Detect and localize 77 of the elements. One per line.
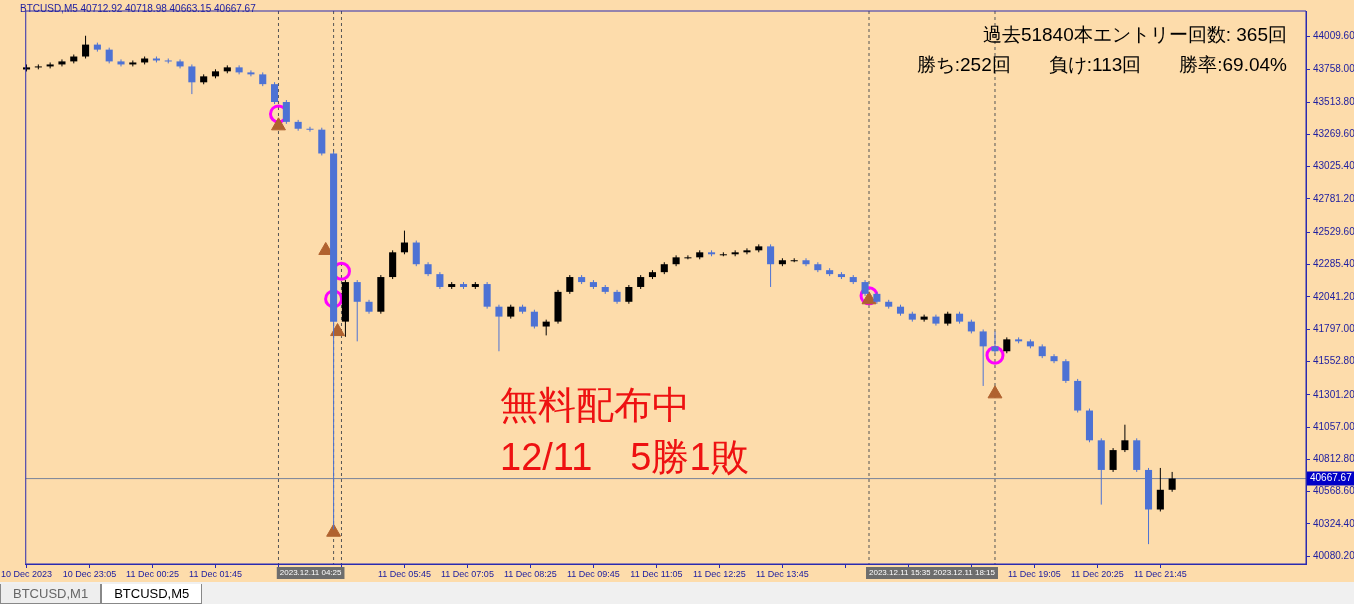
- x-tick-label: 11 Dec 11:05: [630, 568, 683, 579]
- y-tick-label: 43513.80: [1313, 95, 1354, 107]
- y-tick-label: 42041.20: [1313, 290, 1354, 302]
- point: [987, 385, 1003, 399]
- x-tick-label: 11 Dec 07:05: [441, 568, 494, 579]
- y-tick-label: 40324.40: [1313, 517, 1354, 529]
- y-tick-label: 43269.60: [1313, 128, 1354, 140]
- candlestick: [991, 330, 999, 354]
- candlestick: [530, 309, 538, 330]
- ref-line-label: 2023.12.11 15:35: [869, 568, 932, 578]
- x-tick-label: 10 Dec 2023: [1, 568, 53, 579]
- y-tick-label: 44009.60: [1313, 30, 1354, 42]
- candlestick: [979, 328, 987, 387]
- candlestick: [1109, 447, 1117, 473]
- chart-title: BTCUSD,M5 40712.92 40718.98 40663.15 40667.67: [20, 3, 256, 14]
- candlestick: [247, 69, 255, 77]
- point: [985, 345, 1005, 365]
- x-tick-label: 10 Dec 23:05: [62, 568, 117, 579]
- x-tick-label: 11 Dec 13:45: [755, 568, 809, 579]
- x-tick-label: 11 Dec 21:45: [1133, 568, 1187, 579]
- y-tick-label: 41797.00: [1313, 322, 1354, 334]
- ref-line-label: 40667.67: [1310, 472, 1353, 484]
- ref-line-label: 2023.12.11 18:15: [933, 568, 996, 578]
- candlestick: [271, 81, 279, 105]
- annotation: 無料配布中: [500, 383, 690, 428]
- x-tick-label: 11 Dec 19:05: [1007, 568, 1061, 579]
- y-tick-label: 42529.60: [1313, 226, 1354, 237]
- annotation: 勝ち:252回 負け:113回 勝率:69.04%: [916, 53, 1287, 77]
- y-tick-label: 42285.40: [1313, 258, 1354, 270]
- candlestick: [1121, 424, 1129, 453]
- candlestick: [802, 257, 810, 267]
- candlestick: [920, 314, 928, 323]
- y-tick-label: 41301.20: [1313, 388, 1354, 400]
- y-tick-label: 40080.20: [1313, 550, 1354, 562]
- candlestick: [566, 274, 574, 295]
- candlestick: [306, 126, 314, 133]
- y-tick-label: 41552.80: [1313, 355, 1354, 367]
- x-tick-label: 11 Dec 09:45: [566, 568, 620, 579]
- x-tick-label: 11 Dec 08:25: [504, 568, 557, 579]
- candlestick: [1156, 467, 1164, 512]
- annotation: 12/11 5勝1敗: [500, 435, 749, 480]
- candlestick: [1062, 358, 1070, 384]
- x-tick-label: 11 Dec 20:25: [1070, 568, 1124, 579]
- candlestick: [495, 304, 503, 352]
- annotation: 過去51840本エントリー回数: 365回: [982, 23, 1287, 47]
- candlestick: [767, 243, 775, 288]
- x-tick-label: 11 Dec 01:45: [189, 568, 242, 579]
- candlestick: [117, 58, 125, 67]
- candlestick: [483, 281, 491, 310]
- ref-line-label: 2023.12.11 04:25: [279, 568, 343, 578]
- x-tick-label: 11 Dec 12:25: [692, 568, 746, 579]
- y-tick-label: 40568.60: [1313, 485, 1354, 497]
- x-tick-label: 11 Dec 00:25: [126, 568, 179, 579]
- y-tick-label: 40812.80: [1313, 453, 1354, 465]
- candlestick: [625, 284, 633, 305]
- candlestick: [353, 279, 361, 342]
- candlestick: [400, 230, 409, 255]
- point: [861, 291, 877, 305]
- candlestick: [1168, 471, 1176, 493]
- candlestick: [412, 240, 420, 267]
- point: [271, 117, 286, 131]
- point: [330, 323, 345, 337]
- candlestick: [188, 63, 196, 95]
- point: [859, 286, 879, 306]
- candlestick: [684, 254, 692, 260]
- y-tick-label: 43758.00: [1313, 63, 1354, 75]
- y-tick-label: 43025.40: [1313, 160, 1354, 172]
- point: [326, 523, 342, 537]
- candlestick: [318, 127, 326, 156]
- y-tick-label: 41057.00: [1313, 420, 1354, 432]
- x-tick-label: 11 Dec 05:45: [378, 568, 431, 579]
- candlestick: [82, 35, 90, 59]
- candlestick: [46, 61, 54, 69]
- candlestick: [743, 247, 751, 255]
- candlestick: [282, 99, 290, 125]
- y-tick-label: 42781.20: [1313, 192, 1354, 204]
- candlestick: [58, 58, 66, 67]
